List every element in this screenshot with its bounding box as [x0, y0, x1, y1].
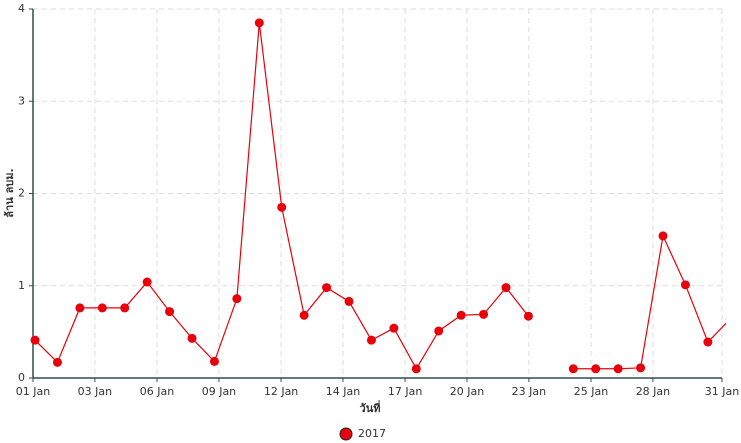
x-tick-label: 25 Jan	[574, 385, 608, 398]
data-point	[613, 364, 623, 374]
data-point	[680, 280, 690, 290]
y-axis-label: ล้าน ลบม.	[3, 168, 16, 217]
data-point	[479, 309, 489, 319]
data-point	[30, 335, 40, 345]
data-point	[501, 283, 511, 293]
data-point	[411, 364, 421, 374]
x-tick-label: 23 Jan	[512, 385, 546, 398]
data-point	[75, 303, 85, 313]
x-tick-label: 03 Jan	[78, 385, 112, 398]
x-tick-label: 12 Jan	[264, 385, 298, 398]
data-point	[232, 294, 242, 304]
y-tick-label: 1	[18, 279, 25, 292]
y-tick-label: 0	[18, 371, 25, 384]
data-point	[434, 326, 444, 336]
data-point	[120, 303, 130, 313]
data-point	[142, 277, 152, 287]
data-point	[187, 333, 197, 343]
x-tick-label: 20 Jan	[450, 385, 484, 398]
data-point	[725, 317, 726, 321]
data-point	[389, 323, 399, 333]
x-axis-label: วันที่	[360, 400, 381, 415]
x-tick-label: 28 Jan	[636, 385, 670, 398]
x-tick-label: 17 Jan	[388, 385, 422, 398]
data-point	[636, 363, 646, 373]
data-point	[97, 303, 107, 313]
data-point	[322, 283, 332, 293]
data-point	[568, 364, 578, 374]
series-line	[34, 22, 726, 370]
data-point	[165, 307, 175, 317]
x-tick-label: 09 Jan	[202, 385, 236, 398]
data-point	[658, 231, 668, 241]
legend-marker[interactable]	[339, 427, 353, 441]
legend-label[interactable]: 2017	[358, 427, 386, 440]
x-tick-label: 01 Jan	[16, 385, 50, 398]
data-point	[366, 335, 376, 345]
data-point	[344, 296, 354, 306]
x-tick-label: 06 Jan	[140, 385, 174, 398]
data-point	[209, 356, 219, 366]
data-point	[703, 337, 713, 347]
data-point	[299, 310, 309, 320]
y-tick-label: 2	[18, 187, 25, 200]
data-point	[591, 364, 601, 374]
x-tick-label: 14 Jan	[326, 385, 360, 398]
data-point	[254, 18, 264, 28]
data-point	[523, 311, 533, 321]
data-point	[52, 357, 62, 367]
y-tick-label: 4	[18, 2, 25, 15]
y-tick-label: 3	[18, 94, 25, 107]
data-point	[277, 202, 287, 212]
x-tick-label: 31 Jan	[705, 385, 739, 398]
data-point	[456, 310, 466, 320]
